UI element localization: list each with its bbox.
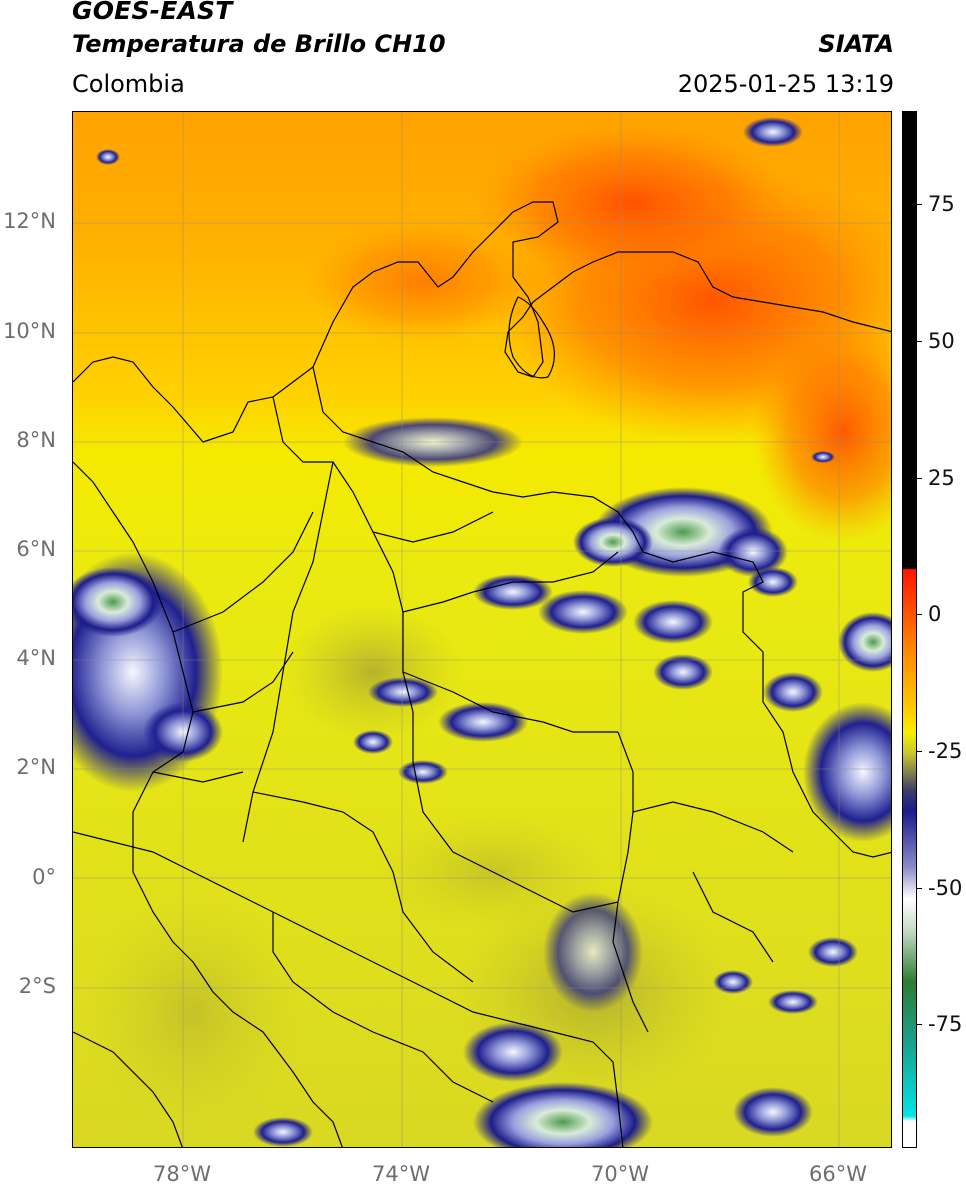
- colorbar-tick: [916, 751, 922, 752]
- lon-label-74W: 74°W: [372, 1162, 430, 1186]
- lat-label-10N: 10°N: [3, 319, 56, 343]
- lat-label-8N: 8°N: [16, 428, 56, 452]
- colorbar-label-25: 25: [928, 466, 955, 490]
- colorbar-label-50: 50: [928, 329, 955, 353]
- region-label: Colombia: [72, 70, 185, 98]
- cold-cloud-cells: [73, 117, 891, 1147]
- colorbar-label-minus50: -50: [928, 876, 963, 900]
- lat-label-0: 0°: [32, 865, 56, 889]
- lat-label-12N: 12°N: [3, 209, 56, 233]
- colorbar-tick: [916, 888, 922, 889]
- lon-label-78W: 78°W: [153, 1162, 211, 1186]
- colorbar-tick: [916, 1024, 922, 1025]
- lat-label-2N: 2°N: [16, 755, 56, 779]
- lon-label-66W: 66°W: [809, 1162, 867, 1186]
- warm-areas: [303, 122, 891, 542]
- colorbar-label-75: 75: [928, 192, 955, 216]
- colorbar-tick: [916, 204, 922, 205]
- lat-label-6N: 6°N: [16, 537, 56, 561]
- map-canvas: [73, 112, 891, 1147]
- lat-label-4N: 4°N: [16, 646, 56, 670]
- map-panel[interactable]: [72, 111, 892, 1148]
- lon-label-70W: 70°W: [591, 1162, 649, 1186]
- coastlines-borders: [73, 201, 891, 1147]
- colorbar-label-0: 0: [928, 602, 942, 626]
- colorbar-tick: [916, 341, 922, 342]
- colorbar-tick: [916, 614, 922, 615]
- colorbar-label-minus75: -75: [928, 1012, 963, 1036]
- lat-label-2S: 2°S: [18, 974, 56, 998]
- satellite-title: GOES-EAST: [72, 0, 233, 25]
- organization-label: SIATA: [818, 30, 894, 58]
- colorbar-label-minus25: -25: [928, 739, 963, 763]
- product-title: Temperatura de Brillo CH10: [72, 30, 446, 58]
- datetime-label: 2025-01-25 13:19: [677, 70, 894, 98]
- colorbar: [902, 111, 917, 1148]
- colorbar-tick: [916, 478, 922, 479]
- colorbar-gradient: [903, 112, 916, 1147]
- title-block: GOES-EAST Temperatura de Brillo CH10 Col…: [72, 0, 894, 108]
